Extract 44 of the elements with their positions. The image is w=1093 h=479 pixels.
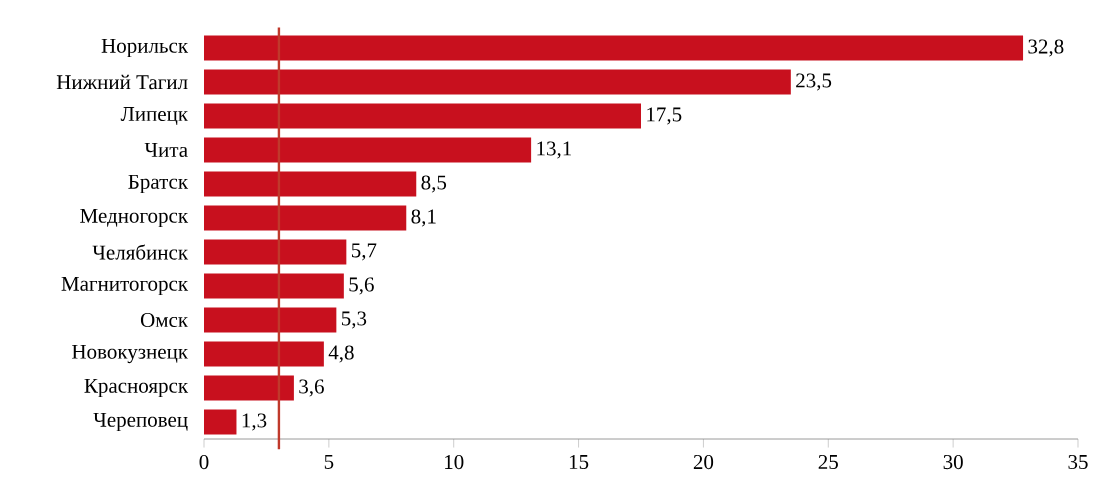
bar — [204, 171, 417, 197]
y-tick-label: Омск — [140, 312, 189, 328]
y-tick-label: Братск — [128, 174, 189, 194]
data-label: 8,1 — [411, 209, 436, 227]
data-label: 4,8 — [328, 345, 354, 363]
x-tick-label: 20 — [693, 454, 714, 470]
y-tick-label: Новокузнецк — [72, 344, 189, 364]
data-label: 8,5 — [421, 175, 447, 193]
x-tick-label: 30 — [943, 454, 963, 470]
bar — [204, 239, 347, 265]
data-label: 3,6 — [299, 379, 324, 397]
bar — [204, 137, 532, 163]
data-label: 1,3 — [242, 413, 267, 431]
y-tick-label: Череповец — [93, 412, 188, 432]
data-label: 13,1 — [537, 141, 571, 159]
x-tick-label: 15 — [569, 454, 589, 470]
data-label: 32,8 — [1028, 39, 1064, 57]
data-label: 5,7 — [351, 243, 377, 261]
data-label: 5,6 — [349, 277, 374, 295]
bar — [204, 103, 641, 129]
bar — [204, 341, 324, 367]
bar — [204, 409, 237, 435]
x-tick-label: 35 — [1068, 454, 1088, 470]
bar — [204, 375, 294, 401]
x-tick-label: 5 — [324, 454, 334, 469]
data-label: 5,3 — [341, 311, 367, 329]
bar — [204, 307, 337, 333]
x-tick-label: 25 — [818, 454, 838, 470]
bar — [204, 205, 407, 231]
y-tick-label: Чита — [144, 143, 188, 157]
x-tick-label: 10 — [445, 454, 464, 470]
data-label: 23,5 — [796, 73, 832, 91]
y-tick-label: Челябинск — [92, 244, 189, 260]
bar — [204, 35, 1024, 61]
data-label: 17,5 — [647, 107, 682, 125]
y-tick-label: Красноярск — [84, 378, 189, 398]
bar — [204, 273, 344, 299]
y-tick-label: Липецк — [120, 107, 189, 125]
y-tick-label: Медногорск — [80, 208, 189, 228]
y-tick-label: Нижний Тагил — [56, 74, 188, 90]
bar — [204, 69, 791, 95]
y-tick-label: Норильск — [101, 38, 189, 58]
y-tick-label: Магнитогорск — [61, 276, 189, 296]
x-tick-label: 0 — [199, 454, 209, 470]
